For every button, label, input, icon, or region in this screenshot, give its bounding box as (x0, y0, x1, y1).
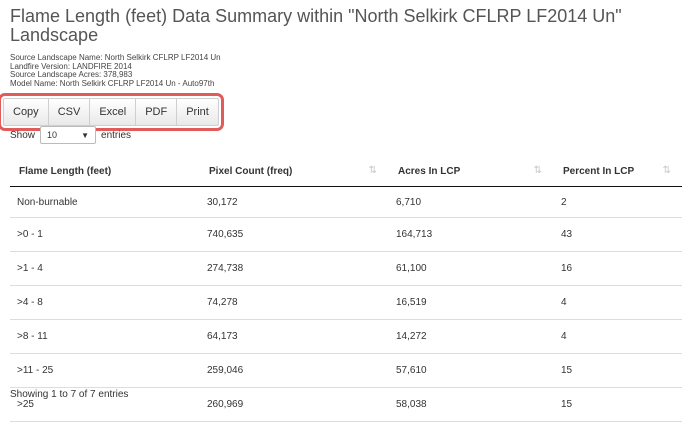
page-title: Flame Length (feet) Data Summary within … (10, 6, 622, 45)
table-header-row: Flame Length (feet) Pixel Count (freq) ⇅… (10, 156, 682, 187)
entries-length-control: Show 10 ▼ entries (10, 124, 131, 146)
cell-pixel-count: 274,738 (200, 251, 389, 286)
cell-percent: 16 (554, 251, 682, 286)
sort-icon: ⇅ (533, 165, 542, 176)
cell-percent: 15 (554, 387, 682, 422)
table-row: >8 - 11 64,173 14,272 4 (10, 319, 682, 354)
cell-acres: 164,713 (389, 217, 554, 252)
cell-flame-length: Non-burnable (10, 186, 200, 218)
cell-pixel-count: 259,046 (200, 353, 389, 388)
cell-pixel-count: 74,278 (200, 285, 389, 320)
cell-acres: 57,610 (389, 353, 554, 388)
cell-flame-length: >11 - 25 (10, 353, 200, 388)
column-header-percent[interactable]: Percent In LCP ⇅ (554, 156, 682, 187)
cell-pixel-count: 740,635 (200, 217, 389, 252)
meta-model-name: Model Name: North Selkirk CFLRP LF2014 U… (10, 78, 215, 88)
table-row: >0 - 1 740,635 164,713 43 (10, 217, 682, 252)
print-button[interactable]: Print (176, 98, 219, 126)
sort-icon: ⇅ (368, 165, 377, 176)
entries-label: entries (101, 129, 132, 141)
column-header-flame-length[interactable]: Flame Length (feet) (10, 156, 200, 187)
entries-select[interactable]: 10 ▼ (40, 126, 97, 144)
cell-flame-length: >8 - 11 (10, 319, 200, 354)
export-button-group: Copy CSV Excel PDF Print (0, 93, 224, 131)
table-row: Non-burnable 30,172 6,710 2 (10, 186, 682, 218)
pdf-button[interactable]: PDF (135, 98, 178, 126)
show-label: Show (10, 129, 36, 141)
cell-acres: 58,038 (389, 387, 554, 422)
column-header-pixel-count[interactable]: Pixel Count (freq) ⇅ (200, 156, 389, 187)
copy-button[interactable]: Copy (3, 98, 49, 126)
cell-percent: 15 (554, 353, 682, 388)
cell-percent: 4 (554, 285, 682, 320)
cell-flame-length: >1 - 4 (10, 251, 200, 286)
table-row: >11 - 25 259,046 57,610 15 (10, 353, 682, 388)
cell-acres: 61,100 (389, 251, 554, 286)
excel-button[interactable]: Excel (89, 98, 137, 126)
cell-acres: 14,272 (389, 319, 554, 354)
entries-select-value: 10 (47, 130, 58, 140)
table-info: Showing 1 to 7 of 7 entries (10, 389, 129, 400)
sort-icon: ⇅ (662, 165, 671, 176)
chevron-down-icon: ▼ (81, 130, 90, 140)
column-header-acres[interactable]: Acres In LCP ⇅ (389, 156, 554, 187)
cell-pixel-count: 260,969 (200, 387, 389, 422)
csv-button[interactable]: CSV (47, 98, 91, 126)
summary-table: Flame Length (feet) Pixel Count (freq) ⇅… (10, 156, 682, 422)
cell-percent: 4 (554, 319, 682, 354)
cell-percent: 43 (554, 217, 682, 252)
cell-acres: 16,519 (389, 285, 554, 320)
meta-landscape-name: Source Landscape Name: North Selkirk CFL… (10, 53, 221, 62)
cell-pixel-count: 64,173 (200, 319, 389, 354)
meta-landscape-acres: Source Landscape Acres: 378,983 (10, 70, 133, 80)
table-row: >4 - 8 74,278 16,519 4 (10, 285, 682, 320)
cell-flame-length: >0 - 1 (10, 217, 200, 252)
cell-flame-length: >4 - 8 (10, 285, 200, 320)
cell-acres: 6,710 (389, 186, 554, 218)
meta-landfire-version: Landfire Version: LANDFIRE 2014 (10, 61, 132, 71)
cell-pixel-count: 30,172 (200, 186, 389, 218)
landscape-metadata: Source Landscape Name: North Selkirk CFL… (10, 53, 221, 88)
cell-percent: 2 (554, 186, 682, 218)
table-row: >1 - 4 274,738 61,100 16 (10, 251, 682, 286)
